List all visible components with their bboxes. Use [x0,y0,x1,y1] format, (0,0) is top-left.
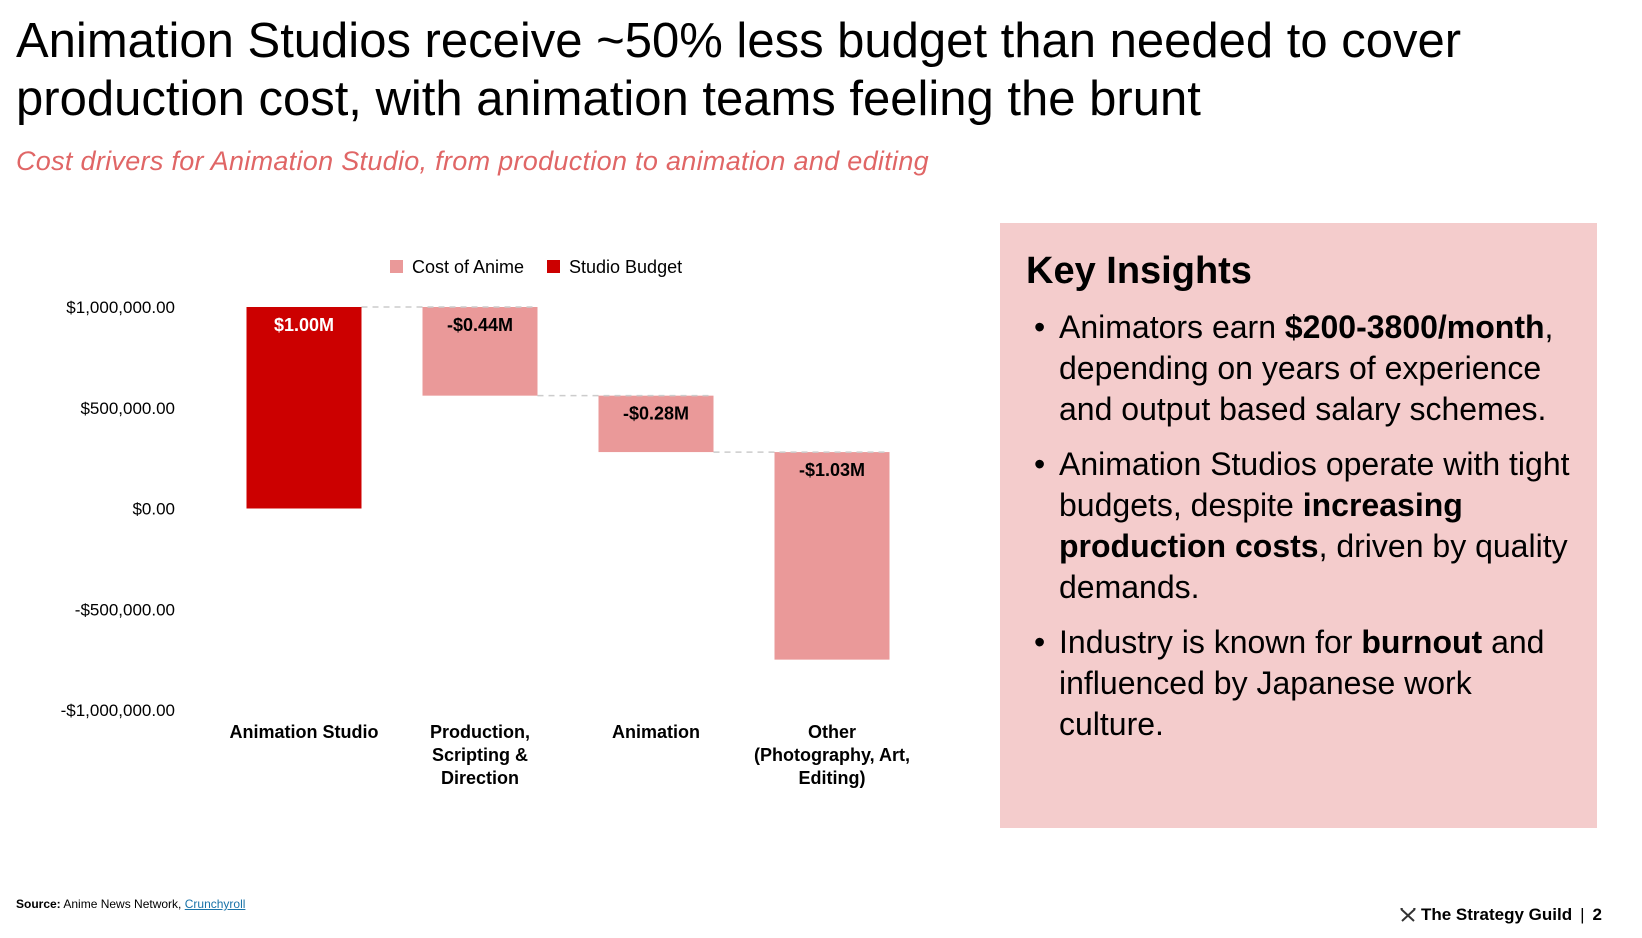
insight-text: and influenced by Japanese work culture. [1059,624,1545,742]
page-title: Animation Studios receive ~50% less budg… [16,14,1462,126]
crossed-swords-icon [1399,908,1416,922]
key-insights-panel: Key Insights • Animators earn $200-3800/m… [1000,223,1597,828]
category-label: Direction [441,768,519,788]
insight-highlight: increasing production costs [1059,487,1463,564]
insight-item: • Animation Studios operate with tight bu… [1026,444,1571,608]
y-tick-label: $1,000,000.00 [66,298,175,317]
legend-label: Cost of Anime [412,257,524,277]
waterfall-bar [598,395,714,453]
category-label: Scripting & [432,745,528,765]
legend-label: Studio Budget [569,257,682,277]
category-label: Other [808,722,856,742]
category-label: Production, [430,722,530,742]
y-tick-label: $0.00 [132,500,175,519]
brand-separator: | [1580,905,1585,924]
legend-swatch [390,260,403,273]
waterfall-bar [774,452,890,660]
insight-highlight: burnout [1361,624,1483,660]
y-tick-label: -$500,000.00 [75,600,175,619]
waterfall-bar [246,307,362,509]
data-label: -$0.28M [623,404,689,424]
waterfall-bar [422,307,538,396]
insight-text: Animators earn [1059,309,1285,345]
insight-item: • Industry is known for burnout and influ… [1026,622,1571,745]
brand-name: The Strategy Guild [1420,905,1573,924]
brand-footer: The Strategy Guild | 2 [1399,905,1602,925]
source-note: Source: Anime News Network, Crunchyroll [16,897,245,911]
insight-item: • Animators earn $200-3800/month, dependi… [1026,307,1571,430]
source-link-crunchyroll[interactable]: Crunchyroll [184,897,246,911]
category-label: Editing) [799,768,866,788]
y-tick-label: $500,000.00 [80,399,175,418]
source-text: Anime News Network, [63,897,182,911]
y-tick-label: -$1,000,000.00 [61,701,175,720]
insight-text: Animation Studios operate with tight bud… [1059,446,1570,523]
bullet-icon: • [1034,624,1046,660]
key-insights-title: Key Insights [1026,250,1252,292]
insight-text: , driven by quality demands. [1059,528,1568,605]
bullet-icon: • [1034,309,1046,345]
category-label: Animation [612,722,700,742]
data-label: -$0.44M [447,315,513,335]
data-label: -$1.03M [799,460,865,480]
waterfall-chart: $1,000,000.00 $500,000.00 $0.00 -$500,000.0… [61,257,910,788]
insight-text: , depending on years of experience and o… [1059,309,1554,427]
category-label: Animation Studio [230,722,379,742]
data-label: $1.00M [274,315,334,335]
page-subtitle: Cost drivers for Animation Studio, from … [16,146,929,176]
insight-highlight: $200-3800/month [1284,309,1545,345]
source-label: Source: [16,897,61,911]
page-number: 2 [1592,905,1602,924]
category-label: (Photography, Art, [754,745,910,765]
legend-swatch [547,260,560,273]
insight-text: Industry is known for [1059,624,1362,660]
bullet-icon: • [1034,446,1046,482]
key-insights-list: • Animators earn $200-3800/month, dependi… [1026,307,1571,745]
